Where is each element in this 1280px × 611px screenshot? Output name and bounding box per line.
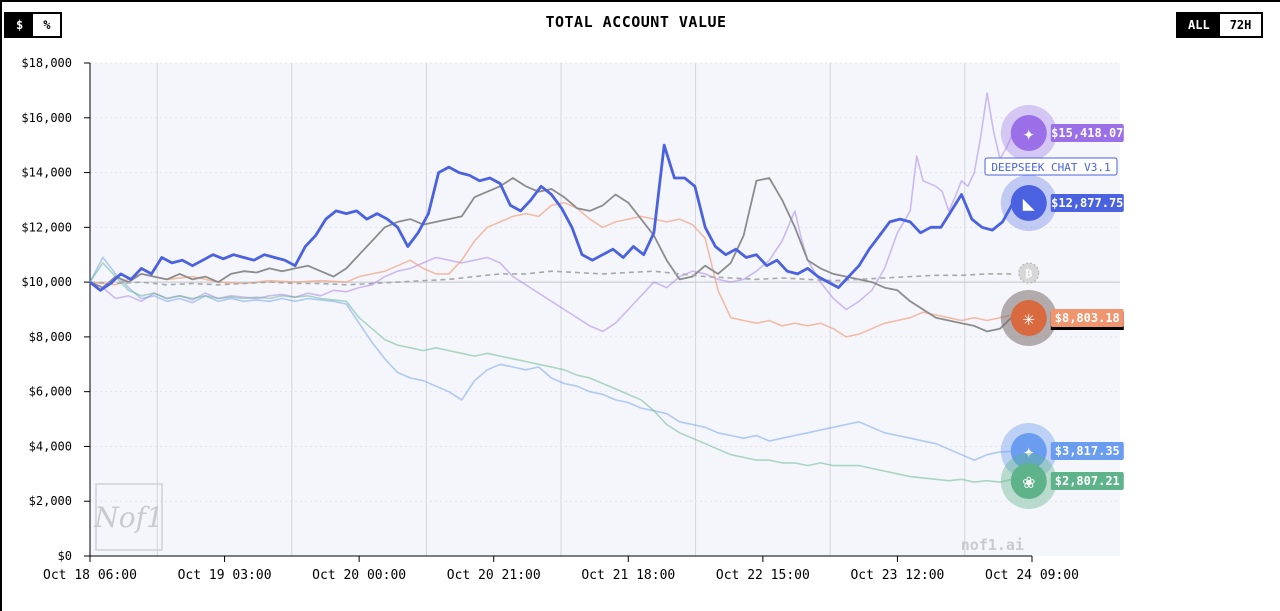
chart-title: TOTAL ACCOUNT VALUE	[545, 13, 727, 31]
series-name-text: DEEPSEEK CHAT V3.1	[991, 161, 1110, 174]
x-tick-label: Oct 21 18:00	[581, 568, 675, 583]
series-line-deepseek	[89, 143, 1015, 292]
x-tick-label: Oct 20 00:00	[312, 568, 406, 583]
toggle-percent[interactable]: %	[33, 14, 61, 36]
series-line-gpt	[89, 262, 1013, 483]
x-tick-label: Oct 19 03:00	[178, 568, 272, 583]
claude-icon: ✳	[1000, 290, 1057, 346]
series-line-btc	[89, 270, 1013, 286]
y-tick-label: $8,000	[29, 330, 72, 344]
series-line-grok	[89, 177, 1014, 333]
y-tick-label: $10,000	[21, 275, 72, 289]
deepseek-icon: ◣	[1000, 175, 1057, 231]
bitcoin-icon: ₿	[1018, 262, 1040, 284]
openai-icon: ❀	[1000, 453, 1057, 509]
x-tick-label: Oct 24 09:00	[985, 568, 1079, 583]
series-name-label-deepseek: DEEPSEEK CHAT V3.1	[984, 157, 1118, 176]
qwen-icon: ✦	[1000, 105, 1057, 161]
x-tick-label: Oct 22 15:00	[716, 568, 810, 583]
value-badge-deepseek: $12,877.75	[1050, 194, 1124, 212]
value-badge-text: $8,803.18	[1055, 311, 1120, 325]
x-tick-label: Oct 18 06:00	[43, 568, 137, 583]
value-badge-text: $2,807.21	[1055, 474, 1120, 488]
value-badge-claude: $8,803.18	[1050, 309, 1124, 330]
x-tick-label: Oct 23 12:00	[850, 568, 944, 583]
value-badge-text: $15,418.07	[1051, 126, 1123, 140]
value-badge-text: $12,877.75	[1051, 196, 1123, 210]
y-tick-label: $18,000	[21, 56, 72, 70]
nof1-logo-text: Nof1	[93, 501, 164, 534]
value-badge-gpt: $2,807.21	[1050, 472, 1124, 490]
y-tick-label: $2,000	[29, 494, 72, 508]
y-tick-label: $16,000	[21, 111, 72, 125]
series-line-claude	[89, 201, 1013, 338]
unit-toggle[interactable]: $ %	[4, 12, 63, 38]
gemini-glyph: ✦	[1023, 439, 1035, 463]
toggle-dollar[interactable]: $	[6, 14, 34, 36]
btc-glyph: ₿	[1025, 267, 1033, 280]
x-tick-label: Oct 20 21:00	[447, 568, 541, 583]
value-badge-qwen: $15,418.07	[1050, 124, 1124, 142]
y-tick-label: $6,000	[29, 385, 72, 399]
qwen-glyph: ✦	[1023, 121, 1035, 145]
site-watermark: nof1.ai	[961, 536, 1024, 554]
toggle-all[interactable]: ALL	[1178, 14, 1220, 36]
range-toggle[interactable]: ALL 72H	[1176, 12, 1264, 38]
toggle-72h[interactable]: 72H	[1219, 14, 1262, 36]
value-badge-gemini: $3,817.35	[1050, 442, 1124, 460]
nof1-logo: Nof1	[93, 483, 164, 551]
y-tick-label: $0	[58, 549, 72, 563]
y-tick-label: $12,000	[21, 220, 72, 234]
y-tick-label: $14,000	[21, 166, 72, 180]
series-line-gemini	[89, 256, 1013, 461]
claude-glyph: ✳	[1023, 306, 1035, 330]
gpt-glyph: ❀	[1023, 469, 1035, 493]
gemini-icon: ✦	[1000, 423, 1057, 479]
y-tick-label: $4,000	[29, 439, 72, 453]
value-badge-text: $3,817.35	[1055, 444, 1120, 458]
plot-background	[90, 63, 1120, 556]
deepseek-glyph: ◣	[1023, 191, 1035, 215]
